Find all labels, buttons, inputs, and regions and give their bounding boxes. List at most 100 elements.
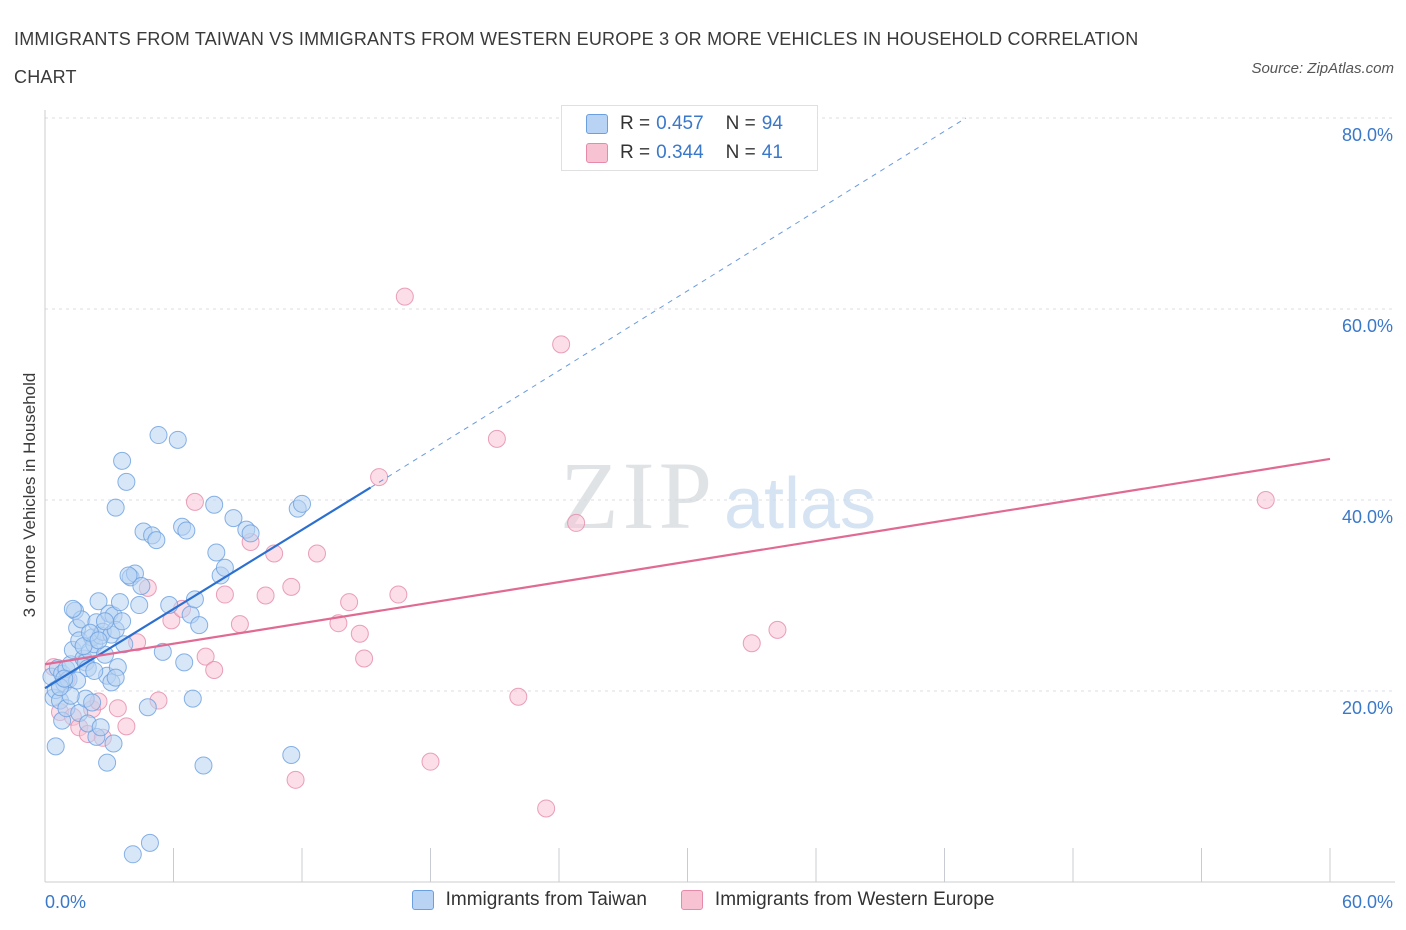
data-point bbox=[140, 833, 159, 852]
taiwan-swatch bbox=[411, 890, 434, 910]
data-point bbox=[207, 543, 226, 562]
data-point bbox=[224, 509, 243, 528]
data-point bbox=[567, 513, 586, 532]
source-label: Source: ZipAtlas.com bbox=[1251, 60, 1394, 77]
data-point bbox=[183, 689, 202, 708]
x-tick-label: 60.0% bbox=[1342, 892, 1393, 912]
data-point bbox=[340, 593, 359, 612]
data-point bbox=[230, 615, 249, 634]
data-point bbox=[138, 698, 157, 717]
data-point bbox=[215, 585, 234, 604]
trend-extension-blue bbox=[370, 117, 967, 489]
series-legend: Immigrants from Taiwan Immigrants from W… bbox=[0, 889, 1406, 911]
data-point bbox=[370, 468, 389, 487]
data-point bbox=[185, 590, 204, 609]
data-point bbox=[106, 498, 125, 517]
data-point bbox=[117, 717, 136, 736]
y-tick-label: 40.0% bbox=[1342, 507, 1393, 527]
data-point bbox=[110, 593, 129, 612]
tick-labels: 20.0% 40.0% 60.0% 80.0% 0.0% 60.0% bbox=[45, 125, 1393, 912]
axes bbox=[44, 110, 1395, 883]
n-value: 41 bbox=[761, 142, 783, 163]
data-point bbox=[768, 620, 787, 639]
data-point bbox=[537, 799, 556, 818]
data-point bbox=[123, 845, 142, 864]
data-point bbox=[421, 752, 440, 771]
legend-item-western-europe[interactable]: Immigrants from Western Europe bbox=[680, 889, 995, 911]
watermark-zip: ZIP bbox=[560, 442, 716, 549]
data-point bbox=[355, 649, 374, 668]
data-point bbox=[282, 577, 301, 596]
data-point bbox=[104, 734, 123, 753]
series-western-europe-points bbox=[44, 287, 1275, 818]
r-label: R = bbox=[620, 113, 651, 134]
data-point bbox=[1256, 491, 1275, 509]
data-point bbox=[130, 596, 149, 615]
data-point bbox=[132, 576, 151, 595]
stats-legend-row-western-europe: R = 0.344 N = 41 bbox=[586, 141, 805, 165]
r-label: R = bbox=[620, 142, 651, 163]
data-point bbox=[85, 661, 104, 680]
data-point bbox=[83, 693, 102, 712]
data-point bbox=[286, 770, 305, 789]
trend-lines bbox=[44, 117, 1331, 690]
chart-title: IMMIGRANTS FROM TAIWAN VS IMMIGRANTS FRO… bbox=[14, 29, 1139, 87]
data-point bbox=[190, 616, 209, 635]
data-point bbox=[149, 426, 168, 445]
y-tick-label: 60.0% bbox=[1342, 316, 1393, 336]
stats-legend: R = 0.457 N = 94 R = 0.344 N = 41 bbox=[561, 105, 818, 171]
data-point bbox=[98, 753, 117, 772]
data-point bbox=[552, 335, 571, 354]
data-point bbox=[282, 745, 301, 764]
stats-legend-row-taiwan: R = 0.457 N = 94 bbox=[586, 112, 805, 136]
data-point bbox=[46, 737, 65, 756]
data-point bbox=[153, 642, 172, 661]
data-point bbox=[108, 699, 127, 718]
data-point bbox=[196, 647, 215, 666]
watermark: ZIP atlas bbox=[560, 442, 876, 549]
y-tick-label: 20.0% bbox=[1342, 698, 1393, 718]
data-point bbox=[113, 612, 132, 631]
data-point bbox=[147, 531, 166, 550]
data-point bbox=[742, 634, 761, 653]
western-europe-swatch bbox=[586, 143, 608, 163]
data-point bbox=[89, 631, 108, 650]
western-europe-swatch bbox=[680, 890, 703, 910]
data-point bbox=[95, 612, 114, 631]
data-point bbox=[89, 592, 108, 611]
data-point bbox=[487, 429, 506, 448]
trend-line-pink bbox=[44, 457, 1331, 666]
r-value: 0.344 bbox=[656, 142, 704, 163]
data-point bbox=[293, 494, 311, 513]
data-point bbox=[307, 544, 326, 563]
data-point bbox=[175, 653, 194, 672]
y-tick-label: 80.0% bbox=[1342, 125, 1393, 145]
grid-lines bbox=[45, 117, 1395, 692]
data-point bbox=[389, 585, 408, 604]
n-label: N = bbox=[725, 142, 756, 163]
data-point bbox=[256, 586, 275, 605]
taiwan-swatch bbox=[586, 114, 608, 134]
data-point bbox=[177, 521, 196, 540]
n-value: 94 bbox=[761, 113, 783, 134]
data-point bbox=[241, 524, 260, 543]
data-point bbox=[205, 495, 224, 514]
data-point bbox=[91, 718, 110, 737]
r-value: 0.457 bbox=[656, 113, 704, 134]
data-point bbox=[509, 687, 528, 706]
data-point bbox=[117, 472, 136, 491]
n-label: N = bbox=[725, 113, 756, 134]
legend-item-taiwan[interactable]: Immigrants from Taiwan bbox=[411, 889, 647, 911]
data-point bbox=[395, 287, 414, 306]
data-point bbox=[113, 451, 132, 470]
data-point bbox=[350, 624, 369, 643]
data-point bbox=[119, 566, 138, 585]
data-point bbox=[194, 756, 213, 775]
legend-label-western-europe: Immigrants from Western Europe bbox=[714, 889, 995, 910]
legend-label-taiwan: Immigrants from Taiwan bbox=[445, 889, 647, 910]
series-taiwan-points bbox=[42, 426, 311, 864]
data-point bbox=[106, 668, 125, 687]
data-point bbox=[185, 492, 204, 511]
x-tick-label: 0.0% bbox=[45, 892, 86, 912]
